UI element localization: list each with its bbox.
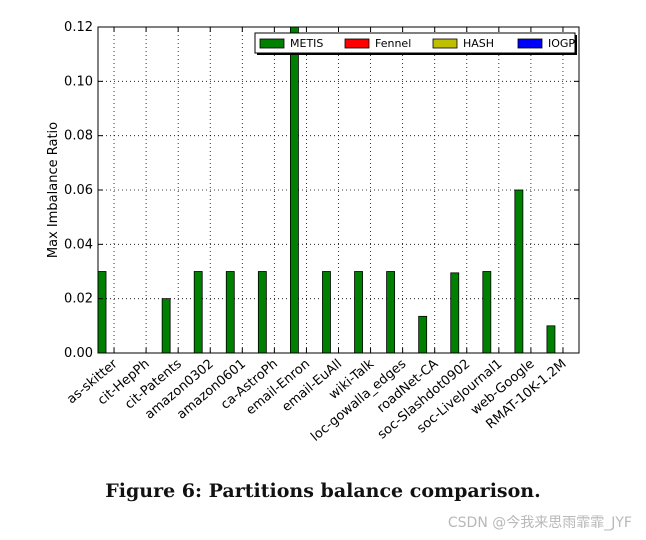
- figure-caption: Figure 6: Partitions balance comparison.: [105, 480, 541, 502]
- watermark: CSDN @今我来思雨霏霏_JYF: [447, 515, 632, 531]
- bar-metis-cit-Patents: [161, 298, 171, 354]
- bar-metis-soc-Slashdot0902: [450, 272, 460, 354]
- y-tick-label: 0.02: [64, 292, 93, 307]
- bar-metis-amazon0302: [193, 271, 203, 354]
- bar-metis-roadNet-CA: [418, 315, 428, 354]
- legend-swatch-hash: [432, 38, 458, 49]
- bar-metis-amazon0601: [225, 271, 235, 354]
- legend-swatch-iogp: [517, 38, 543, 49]
- y-tick-label: 0.00: [64, 346, 93, 361]
- bar-chart: 0.000.020.040.060.080.100.12as-skitterci…: [46, 20, 580, 445]
- legend-label-hash: HASH: [463, 37, 494, 50]
- bar-metis-email-Enron: [289, 26, 299, 354]
- y-tick-label: 0.08: [64, 129, 93, 144]
- y-tick-label: 0.04: [64, 237, 93, 252]
- bar-metis-email-EuAll: [322, 271, 331, 354]
- bar-metis-RMAT-10K-1.2M: [546, 325, 556, 354]
- y-axis-label: Max Imbalance Ratio: [46, 122, 61, 258]
- bar-metis-wiki-Talk: [354, 271, 363, 354]
- y-tick-label: 0.10: [64, 74, 93, 89]
- bar-metis-web-Google: [514, 189, 524, 354]
- legend-swatch-fennel: [344, 38, 370, 49]
- y-tick-label: 0.06: [64, 183, 93, 198]
- bar-metis-as-skitter: [97, 271, 107, 354]
- legend-box: [254, 32, 576, 54]
- y-tick-label: 0.12: [64, 20, 93, 35]
- bar-metis-ca-AstroPh: [257, 271, 267, 354]
- legend-label-metis: METIS: [290, 37, 323, 50]
- legend-label-fennel: Fennel: [375, 37, 411, 50]
- bar-metis-soc-LiveJournal1: [482, 271, 492, 354]
- legend-label-iogp: IOGP: [548, 37, 575, 50]
- legend-swatch-metis: [259, 38, 285, 49]
- bar-metis-loc-gowalla_edges: [386, 271, 396, 354]
